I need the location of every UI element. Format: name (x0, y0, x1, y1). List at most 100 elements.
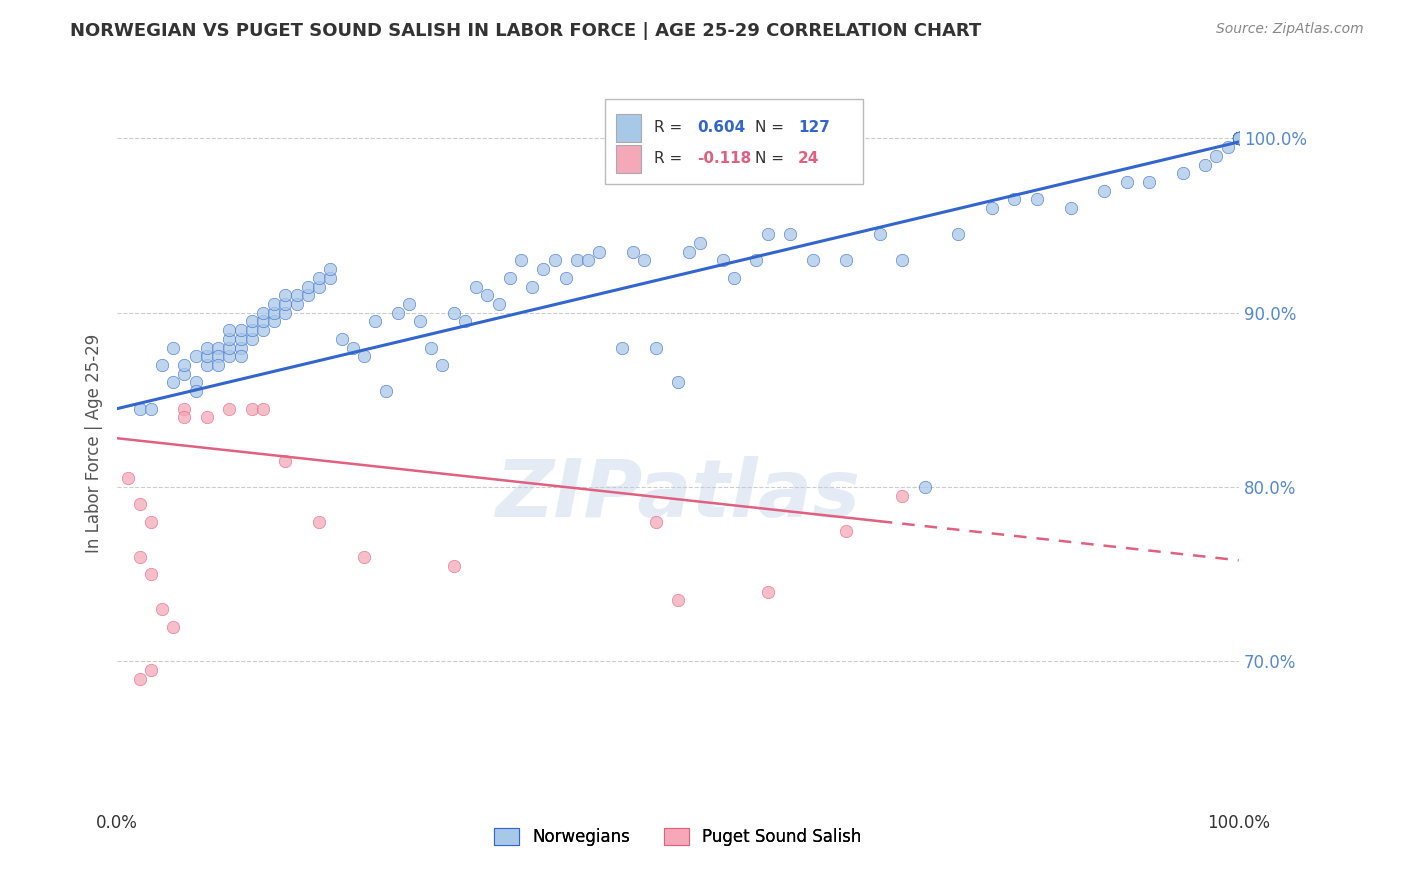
Point (633, 253, 655, 268)
Point (308, 515, 330, 529)
Text: -0.118: -0.118 (697, 152, 751, 166)
Point (477, 288, 499, 302)
Point (891, 489, 914, 503)
Text: NORWEGIAN VS PUGET SOUND SALISH IN LABOR FORCE | AGE 25-29 CORRELATION CHART: NORWEGIAN VS PUGET SOUND SALISH IN LABOR… (70, 22, 981, 40)
Point (1227, 131, 1250, 145)
Point (353, 549, 375, 564)
Point (531, 262, 554, 277)
Point (835, 253, 858, 268)
Point (195, 349, 218, 363)
Point (443, 558, 465, 573)
Point (1227, 131, 1250, 145)
Point (522, 279, 544, 293)
Point (139, 401, 162, 416)
FancyBboxPatch shape (616, 145, 641, 173)
Point (1025, 193, 1047, 207)
Point (1194, 158, 1216, 172)
Point (184, 384, 207, 399)
Point (252, 306, 274, 320)
Point (330, 332, 353, 346)
Point (353, 349, 375, 363)
Point (274, 306, 297, 320)
Point (1227, 131, 1250, 145)
Point (218, 341, 240, 355)
Point (465, 279, 488, 293)
Point (128, 549, 150, 564)
Point (252, 314, 274, 328)
Point (1227, 131, 1250, 145)
Point (443, 306, 465, 320)
Point (1227, 131, 1250, 145)
Point (229, 332, 252, 346)
Point (1227, 131, 1250, 145)
Point (139, 567, 162, 582)
Point (1227, 131, 1250, 145)
Point (1227, 131, 1250, 145)
Point (128, 401, 150, 416)
Point (723, 271, 745, 285)
Point (1227, 131, 1250, 145)
Point (869, 227, 891, 242)
Point (1227, 131, 1250, 145)
Point (229, 349, 252, 363)
FancyBboxPatch shape (616, 114, 641, 142)
Point (1227, 131, 1250, 145)
Point (139, 663, 162, 677)
Text: N =: N = (755, 152, 789, 166)
Point (229, 341, 252, 355)
Point (218, 323, 240, 337)
Text: N =: N = (755, 120, 789, 136)
Point (756, 584, 779, 599)
Point (184, 349, 207, 363)
Point (398, 297, 420, 311)
Point (1227, 131, 1250, 145)
Point (1227, 131, 1250, 145)
Point (218, 332, 240, 346)
Point (711, 253, 734, 268)
Point (914, 480, 936, 494)
Text: R =: R = (654, 152, 688, 166)
Legend: Norwegians, Puget Sound Salish: Norwegians, Puget Sound Salish (488, 821, 869, 853)
Point (644, 341, 666, 355)
Point (240, 401, 263, 416)
Point (1227, 131, 1250, 145)
Point (588, 244, 610, 259)
Point (1115, 175, 1137, 189)
Point (779, 227, 801, 242)
Point (162, 341, 184, 355)
Point (342, 341, 364, 355)
Point (297, 288, 319, 302)
Point (565, 253, 588, 268)
Point (285, 297, 308, 311)
Point (610, 341, 633, 355)
Point (229, 323, 252, 337)
Point (891, 253, 914, 268)
Point (319, 271, 342, 285)
Point (117, 471, 139, 485)
Point (1059, 201, 1081, 215)
Point (308, 279, 330, 293)
Point (252, 401, 274, 416)
Point (274, 454, 297, 468)
Point (666, 593, 689, 607)
Point (1227, 131, 1250, 145)
Point (195, 410, 218, 425)
Point (644, 515, 666, 529)
Point (218, 401, 240, 416)
Point (1205, 149, 1227, 163)
Point (1227, 131, 1250, 145)
Point (184, 376, 207, 390)
Point (454, 314, 477, 328)
Point (375, 384, 398, 399)
Point (128, 672, 150, 686)
Point (263, 297, 285, 311)
Point (981, 201, 1004, 215)
Point (1227, 131, 1250, 145)
Point (162, 619, 184, 633)
Point (1227, 131, 1250, 145)
Point (207, 358, 229, 372)
Point (1227, 131, 1250, 145)
Point (240, 314, 263, 328)
Point (678, 244, 700, 259)
Point (1227, 131, 1250, 145)
